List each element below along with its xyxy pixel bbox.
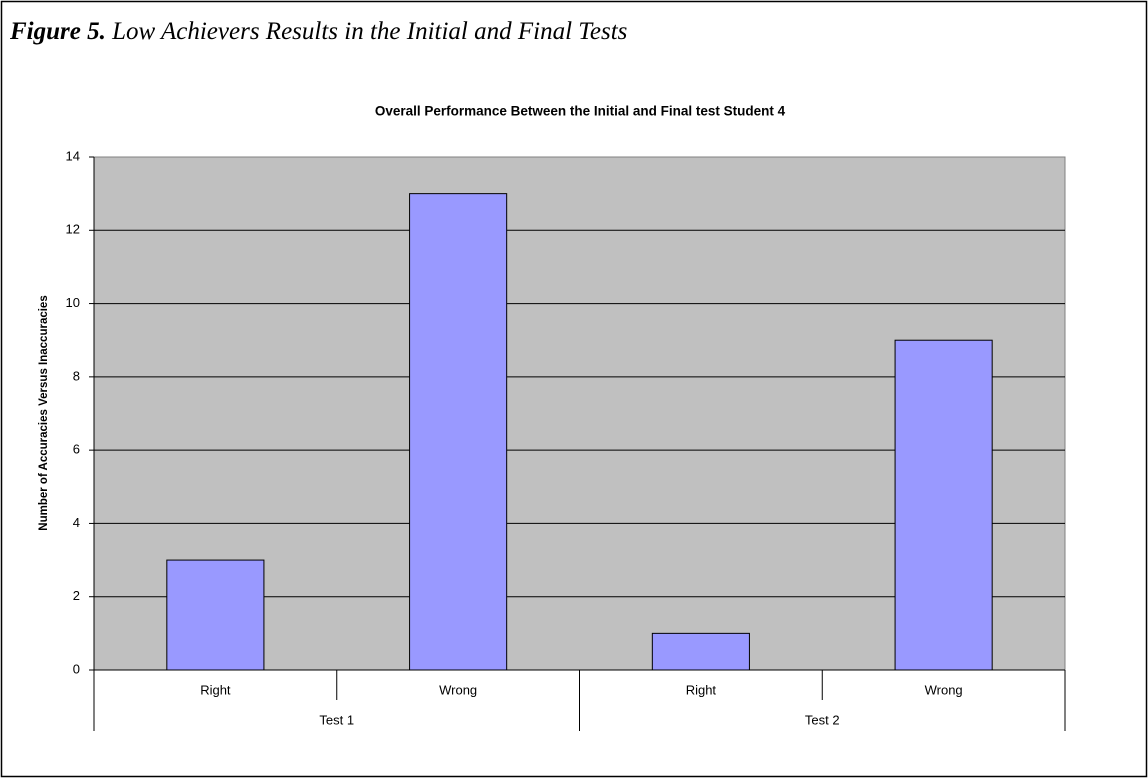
y-axis-label: Number of Accuracies Versus Inaccuracies	[38, 295, 50, 530]
figure-label: Figure 5.	[9, 18, 106, 45]
bar	[894, 339, 993, 671]
x-tick-label: Wrong	[925, 682, 963, 697]
x-tick-label: Wrong	[439, 682, 477, 697]
bar	[409, 193, 508, 671]
y-tick-label: 6	[73, 442, 80, 457]
figure-caption-text: Low Achievers Results in the Initial and…	[111, 18, 627, 45]
chart-title: Overall Performance Between the Initial …	[375, 104, 786, 119]
x-tick-label: Right	[686, 682, 717, 697]
y-tick-label: 10	[66, 295, 80, 310]
y-tick-label: 4	[73, 515, 80, 530]
y-tick-label: 14	[66, 148, 80, 163]
y-tick-label: 0	[73, 661, 80, 676]
group-label: Test 2	[805, 712, 840, 727]
y-tick-label: 12	[66, 222, 80, 237]
figure-caption: Figure 5. Low Achievers Results in the I…	[9, 18, 627, 45]
y-tick-label: 2	[73, 588, 80, 603]
bar	[166, 559, 265, 671]
group-label: Test 1	[319, 712, 354, 727]
y-tick-label: 8	[73, 368, 80, 383]
x-tick-label: Right	[200, 682, 231, 697]
bar	[651, 632, 750, 671]
